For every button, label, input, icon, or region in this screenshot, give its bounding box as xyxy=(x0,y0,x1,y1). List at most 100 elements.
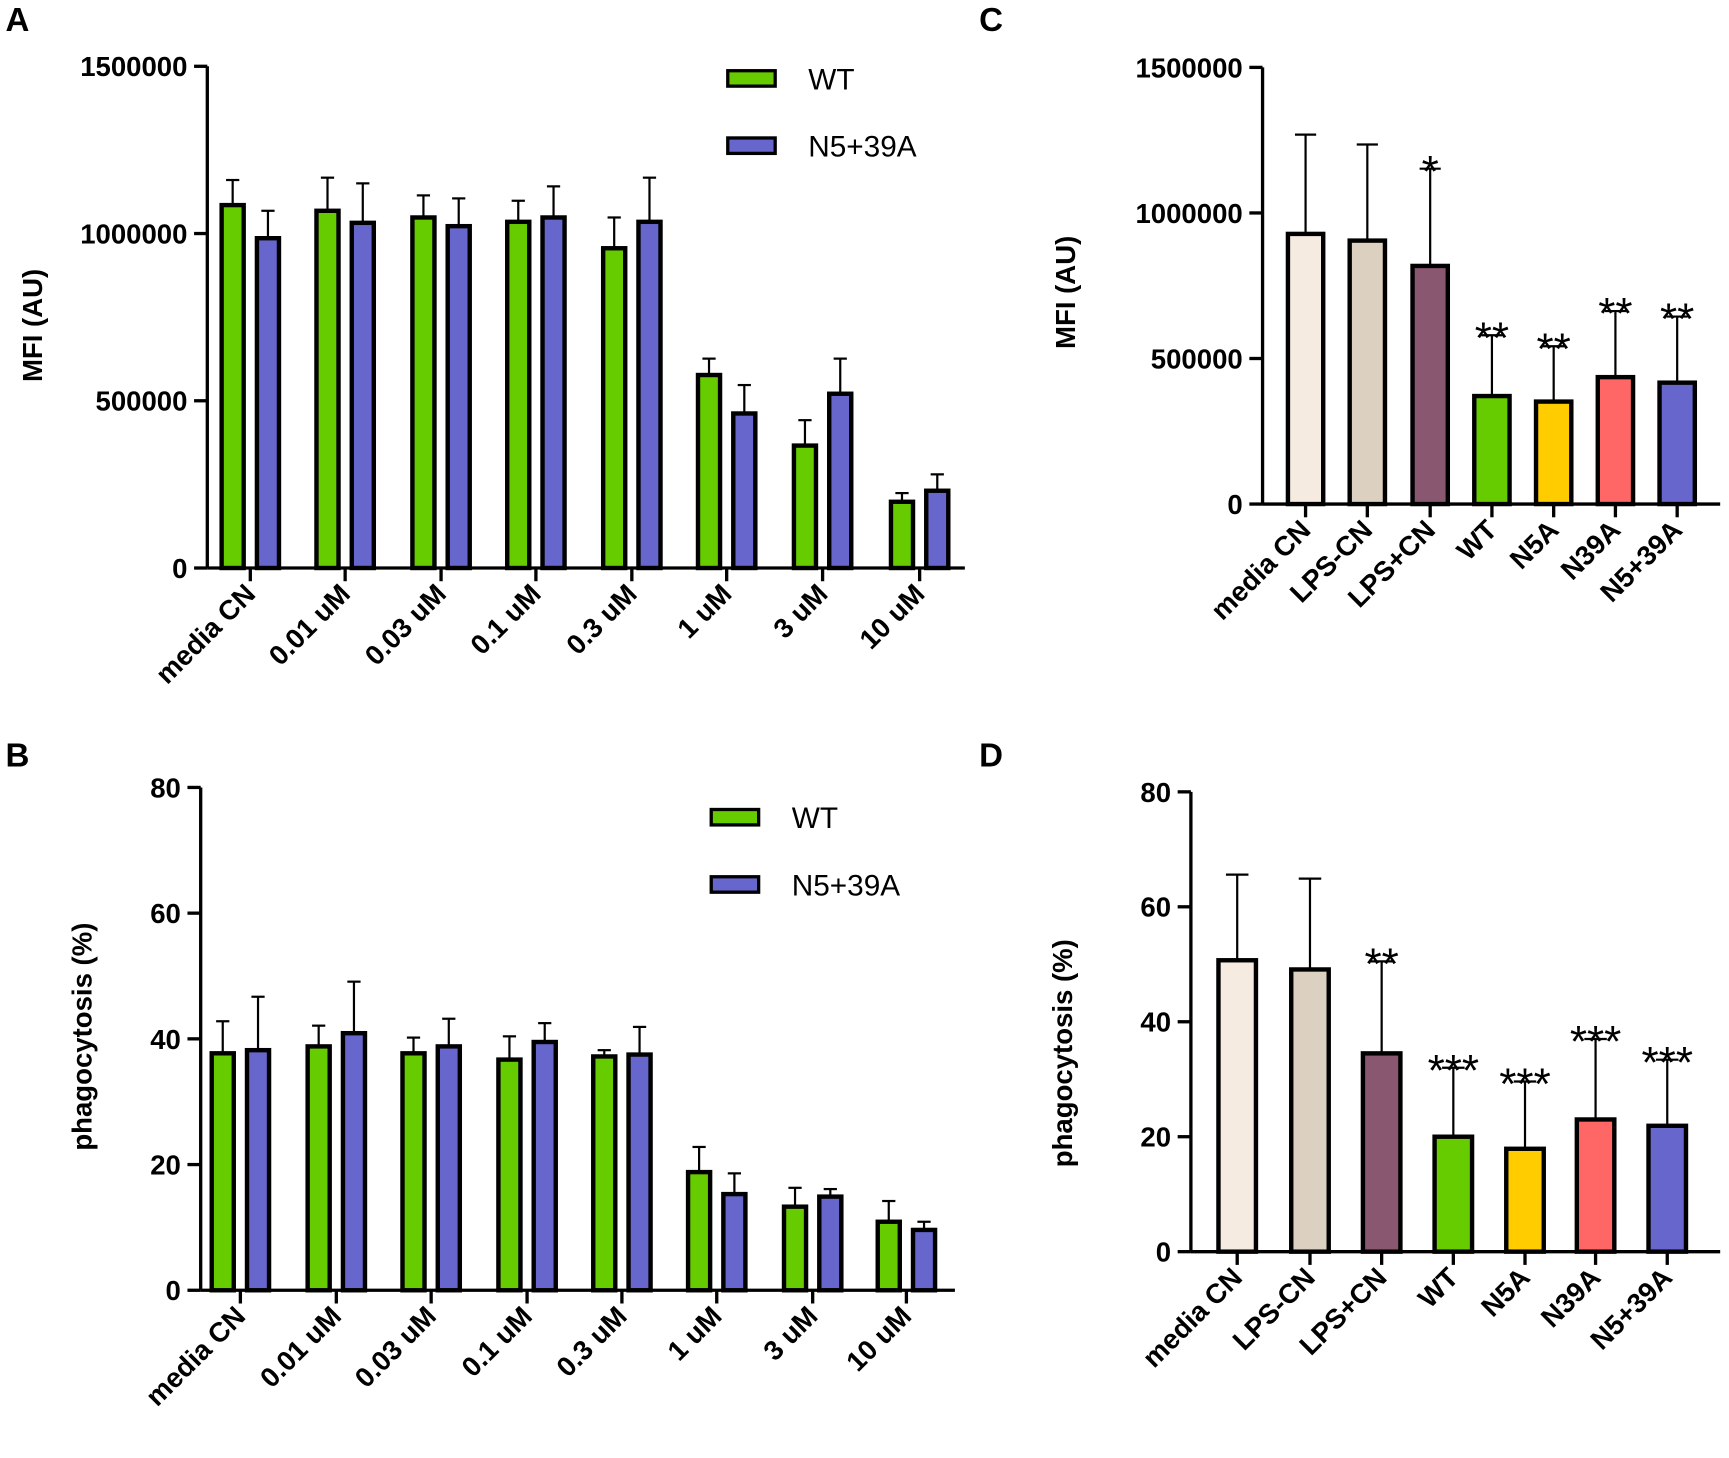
significance-marker: ** xyxy=(1537,325,1571,374)
y-tick-label: 80 xyxy=(1140,777,1171,808)
significance-marker: *** xyxy=(1570,1018,1621,1067)
y-tick-label: 1500000 xyxy=(80,51,187,82)
legend-swatch xyxy=(709,807,761,827)
bar xyxy=(445,223,472,571)
bar xyxy=(827,391,854,571)
bar xyxy=(531,1039,558,1293)
y-tick-label: 20 xyxy=(1140,1122,1171,1153)
x-tick-label: 10 uM xyxy=(840,1300,917,1377)
bar xyxy=(1432,1134,1475,1254)
bar xyxy=(1646,1123,1689,1254)
bar xyxy=(1657,380,1698,507)
bar xyxy=(254,236,282,571)
significance-marker: *** xyxy=(1499,1060,1550,1109)
bar xyxy=(791,443,819,571)
x-tick-label: 0.03 uM xyxy=(349,1300,442,1393)
x-tick-label: WT xyxy=(1412,1261,1464,1313)
y-axis-label: phagocytosis (%) xyxy=(67,923,98,1151)
y-axis-label: phagocytosis (%) xyxy=(1047,939,1078,1167)
bar xyxy=(209,1051,236,1293)
bar xyxy=(349,220,377,571)
legend-swatch xyxy=(726,136,777,156)
bar xyxy=(685,1169,713,1293)
bar xyxy=(1216,958,1259,1254)
panel-letter: C xyxy=(979,2,1003,39)
panel-letter: D xyxy=(979,737,1003,774)
panel-letter: A xyxy=(6,2,30,39)
bar xyxy=(781,1204,809,1293)
bar xyxy=(1289,967,1331,1254)
bar xyxy=(626,1052,653,1293)
y-tick-label: 1500000 xyxy=(1135,52,1242,83)
panel-b: B 0 20 40 60 80 phagocytosis (%) media CN 0.01 u… xyxy=(6,737,955,1412)
y-tick-label: 60 xyxy=(1140,892,1171,923)
bar xyxy=(496,1057,523,1293)
bar xyxy=(435,1044,463,1293)
x-tick-label: 3 uM xyxy=(767,578,833,644)
x-tick-label: 0.1 uM xyxy=(455,1300,538,1383)
y-axis-label: MFI (AU) xyxy=(17,269,48,382)
x-tick-label: 0.3 uM xyxy=(550,1300,633,1383)
bar xyxy=(636,219,663,571)
bar xyxy=(817,1194,844,1293)
bar xyxy=(505,219,532,571)
bar xyxy=(1504,1146,1546,1254)
x-tick-label: 3 uM xyxy=(757,1300,823,1366)
y-tick-label: 80 xyxy=(150,772,181,803)
bar xyxy=(540,215,567,571)
bar xyxy=(1533,399,1574,507)
bar xyxy=(1410,263,1451,507)
x-tick-label: media CN xyxy=(149,578,261,690)
legend-swatch xyxy=(726,69,777,88)
y-axis-label: MFI (AU) xyxy=(1050,236,1081,349)
y-tick-label: 0 xyxy=(1156,1237,1171,1268)
bar xyxy=(340,1030,368,1293)
bar xyxy=(410,215,437,571)
y-tick-label: 40 xyxy=(1140,1007,1171,1038)
bar xyxy=(875,1219,902,1293)
x-tick-label: 0.01 uM xyxy=(263,578,356,671)
y-tick-label: 1000000 xyxy=(80,218,187,249)
bar xyxy=(591,1054,618,1293)
bar xyxy=(400,1051,427,1293)
bar xyxy=(1347,238,1388,507)
panel-letter: B xyxy=(6,737,30,774)
bar xyxy=(1285,231,1326,507)
panel-a: A 0 500000 1000000 1500000 MFI (AU) media CN 0.… xyxy=(6,2,965,690)
legend-label: N5+39A xyxy=(808,131,917,164)
bar xyxy=(695,372,723,571)
y-tick-label: 60 xyxy=(150,898,181,929)
bar xyxy=(305,1044,332,1293)
y-tick-label: 0 xyxy=(172,553,187,584)
bar xyxy=(219,202,246,571)
bar xyxy=(910,1227,938,1293)
x-tick-label: 1 uM xyxy=(671,578,737,644)
legend-label: WT xyxy=(808,63,854,96)
bar xyxy=(600,246,628,571)
legend-label: WT xyxy=(792,802,838,835)
bar xyxy=(1360,1051,1403,1254)
significance-marker: ** xyxy=(1364,940,1398,989)
significance-marker: ** xyxy=(1660,295,1694,344)
y-tick-label: 500000 xyxy=(96,386,188,417)
y-tick-label: 500000 xyxy=(1151,343,1243,374)
significance-marker: ** xyxy=(1598,290,1632,339)
significance-marker: *** xyxy=(1428,1046,1479,1095)
x-tick-label: WT xyxy=(1451,514,1503,566)
x-tick-label: N5A xyxy=(1475,1261,1536,1322)
significance-marker: ** xyxy=(1475,314,1509,363)
legend-label: N5+39A xyxy=(792,870,901,903)
y-tick-label: 1000000 xyxy=(1135,198,1242,229)
bar xyxy=(1595,374,1636,507)
bar xyxy=(1472,393,1512,507)
y-tick-label: 20 xyxy=(150,1149,181,1180)
y-tick-label: 0 xyxy=(1227,489,1242,520)
x-tick-label: 1 uM xyxy=(661,1300,727,1366)
bar xyxy=(721,1191,748,1293)
bar xyxy=(1574,1117,1617,1254)
x-tick-label: media CN xyxy=(139,1300,251,1412)
x-tick-label: media CN xyxy=(1136,1262,1248,1374)
